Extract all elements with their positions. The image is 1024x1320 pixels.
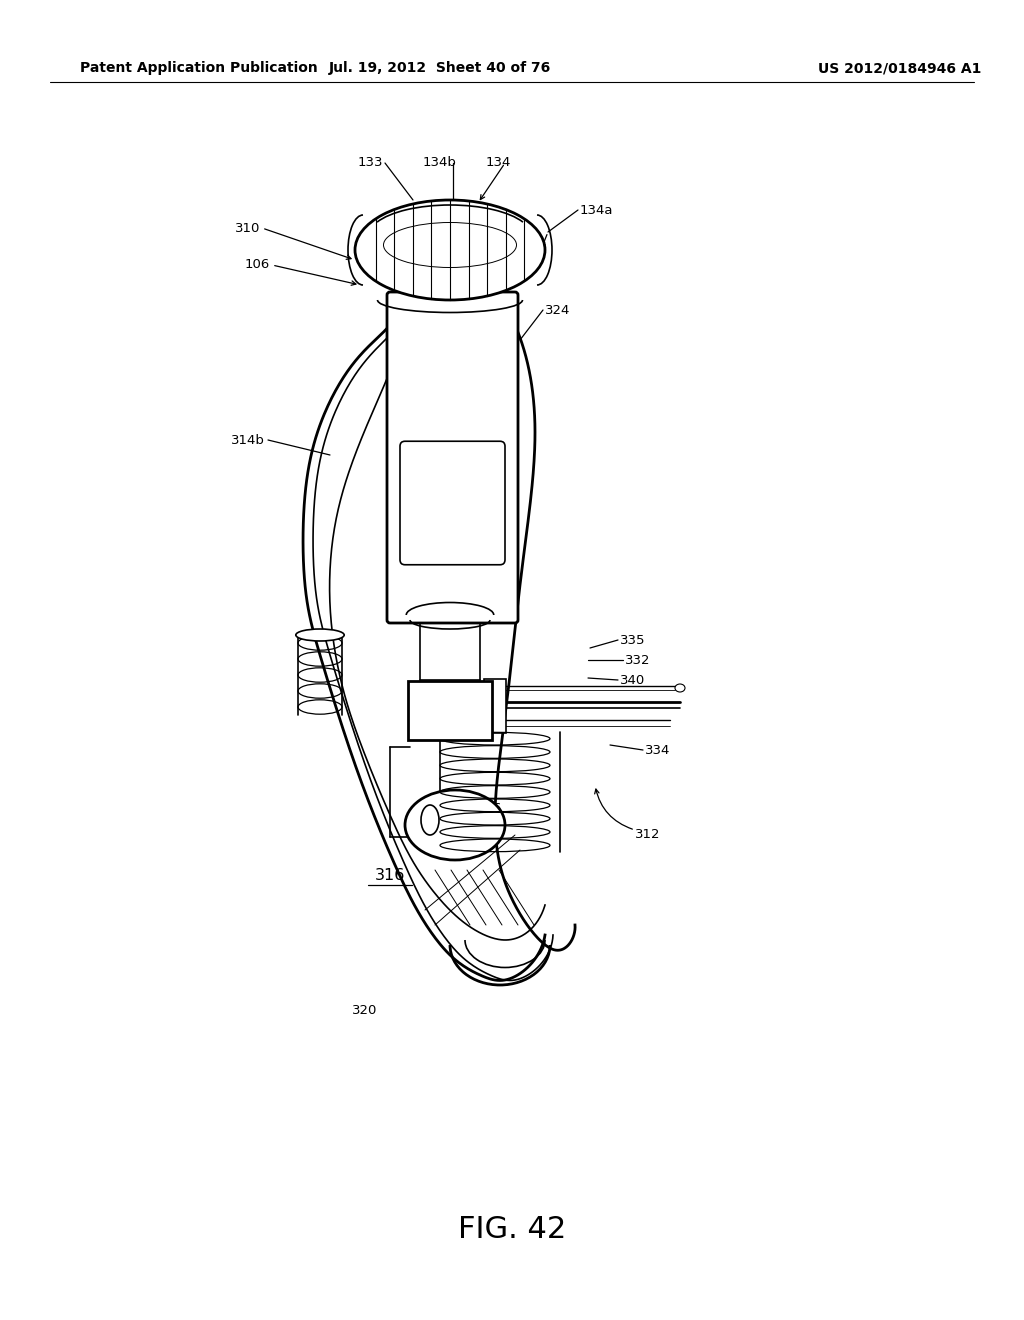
- Text: 322: 322: [437, 553, 467, 568]
- FancyBboxPatch shape: [408, 681, 492, 741]
- FancyBboxPatch shape: [400, 441, 505, 565]
- Text: US 2012/0184946 A1: US 2012/0184946 A1: [818, 61, 982, 75]
- Text: 310: 310: [234, 222, 260, 235]
- FancyBboxPatch shape: [387, 292, 518, 623]
- Text: 106: 106: [245, 259, 270, 272]
- FancyBboxPatch shape: [484, 678, 506, 733]
- Text: FIG. 42: FIG. 42: [458, 1216, 566, 1245]
- Ellipse shape: [406, 789, 505, 861]
- Text: 134a: 134a: [580, 203, 613, 216]
- Text: 134b: 134b: [423, 156, 457, 169]
- Text: 133: 133: [357, 156, 383, 169]
- Text: 335: 335: [620, 634, 645, 647]
- Text: 340: 340: [620, 673, 645, 686]
- Text: 312: 312: [635, 829, 660, 842]
- Text: 134: 134: [485, 156, 511, 169]
- Ellipse shape: [296, 630, 344, 642]
- Text: 320: 320: [352, 1003, 378, 1016]
- Text: Patent Application Publication: Patent Application Publication: [80, 61, 317, 75]
- Ellipse shape: [675, 684, 685, 692]
- Text: 334: 334: [645, 743, 671, 756]
- Text: 314b: 314b: [231, 433, 265, 446]
- Ellipse shape: [355, 201, 545, 300]
- Text: 332: 332: [625, 653, 650, 667]
- Text: 336: 336: [477, 801, 503, 814]
- Text: 316: 316: [375, 867, 406, 883]
- Text: Jul. 19, 2012  Sheet 40 of 76: Jul. 19, 2012 Sheet 40 of 76: [329, 61, 551, 75]
- Text: 324: 324: [545, 304, 570, 317]
